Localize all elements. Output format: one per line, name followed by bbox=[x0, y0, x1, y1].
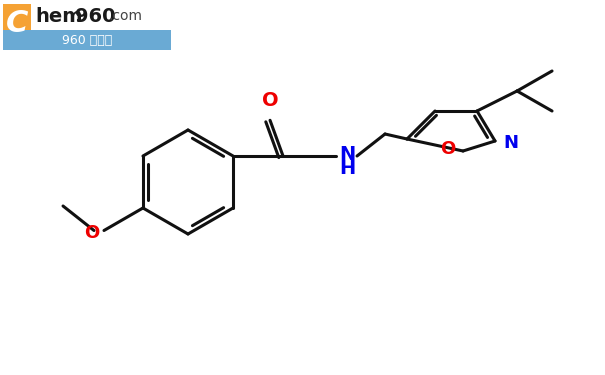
FancyBboxPatch shape bbox=[3, 4, 31, 50]
Text: H: H bbox=[339, 159, 355, 178]
Text: O: O bbox=[83, 224, 99, 242]
Text: hem: hem bbox=[35, 8, 82, 27]
Text: 960 化工网: 960 化工网 bbox=[62, 33, 112, 46]
Text: N: N bbox=[339, 144, 355, 164]
Bar bbox=[3, 4, 171, 50]
Text: O: O bbox=[262, 91, 278, 110]
Text: O: O bbox=[440, 140, 455, 158]
Bar bbox=[3, 30, 171, 50]
Text: C: C bbox=[6, 9, 28, 38]
Text: N: N bbox=[503, 134, 518, 152]
Text: 960: 960 bbox=[75, 8, 116, 27]
Text: .com: .com bbox=[108, 9, 142, 23]
